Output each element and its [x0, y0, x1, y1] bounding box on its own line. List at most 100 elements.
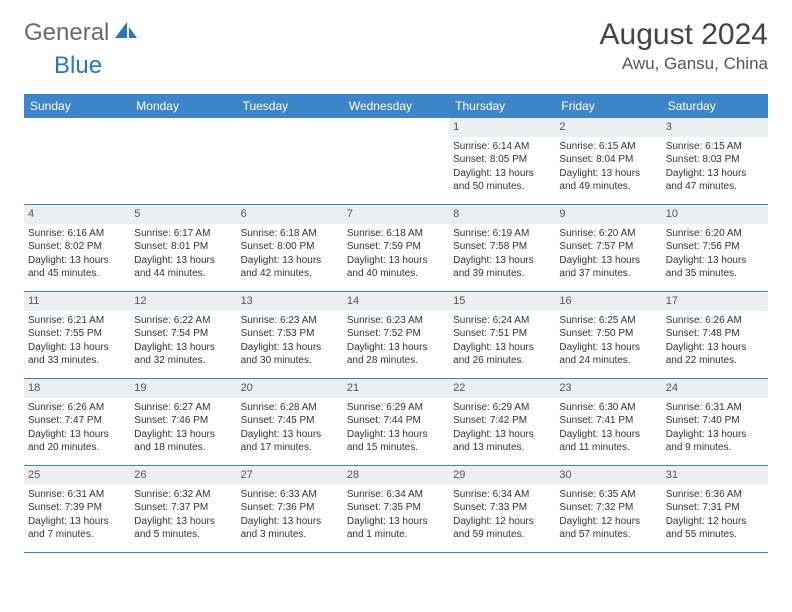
- calendar-cell: 3Sunrise: 6:15 AMSunset: 8:03 PMDaylight…: [662, 118, 768, 204]
- day-number: 8: [449, 205, 555, 224]
- daylight-text: Daylight: 13 hours and 7 minutes.: [28, 515, 126, 542]
- day-number: 28: [343, 466, 449, 485]
- daylight-text: Daylight: 13 hours and 37 minutes.: [559, 254, 657, 281]
- day-header: Monday: [130, 94, 236, 118]
- calendar-cell: [130, 118, 236, 204]
- sunset-text: Sunset: 8:00 PM: [241, 240, 339, 254]
- calendar-cell: 29Sunrise: 6:34 AMSunset: 7:33 PMDayligh…: [449, 466, 555, 552]
- calendar-cell: 10Sunrise: 6:20 AMSunset: 7:56 PMDayligh…: [662, 205, 768, 291]
- day-number: 10: [662, 205, 768, 224]
- calendar-body: 1Sunrise: 6:14 AMSunset: 8:05 PMDaylight…: [24, 118, 768, 553]
- daylight-text: Daylight: 13 hours and 32 minutes.: [134, 341, 232, 368]
- calendar-cell: 19Sunrise: 6:27 AMSunset: 7:46 PMDayligh…: [130, 379, 236, 465]
- sunrise-text: Sunrise: 6:19 AM: [453, 227, 551, 241]
- calendar-cell: 11Sunrise: 6:21 AMSunset: 7:55 PMDayligh…: [24, 292, 130, 378]
- sunset-text: Sunset: 7:35 PM: [347, 501, 445, 515]
- sunset-text: Sunset: 8:01 PM: [134, 240, 232, 254]
- sunset-text: Sunset: 7:33 PM: [453, 501, 551, 515]
- daylight-text: Daylight: 13 hours and 50 minutes.: [453, 167, 551, 194]
- daylight-text: Daylight: 13 hours and 39 minutes.: [453, 254, 551, 281]
- sunrise-text: Sunrise: 6:34 AM: [453, 488, 551, 502]
- sunrise-text: Sunrise: 6:22 AM: [134, 314, 232, 328]
- sunrise-text: Sunrise: 6:20 AM: [666, 227, 764, 241]
- day-header: Thursday: [449, 94, 555, 118]
- daylight-text: Daylight: 13 hours and 40 minutes.: [347, 254, 445, 281]
- daylight-text: Daylight: 13 hours and 15 minutes.: [347, 428, 445, 455]
- logo: General: [24, 18, 141, 47]
- sunset-text: Sunset: 7:37 PM: [134, 501, 232, 515]
- daylight-text: Daylight: 13 hours and 30 minutes.: [241, 341, 339, 368]
- sunrise-text: Sunrise: 6:15 AM: [559, 140, 657, 154]
- sunrise-text: Sunrise: 6:35 AM: [559, 488, 657, 502]
- sunrise-text: Sunrise: 6:16 AM: [28, 227, 126, 241]
- day-header: Sunday: [24, 94, 130, 118]
- calendar-cell: 28 Sunrise: 6:34 AMSunset: 7:35 PMDayligh…: [343, 466, 449, 552]
- calendar-cell: 17Sunrise: 6:26 AMSunset: 7:48 PMDayligh…: [662, 292, 768, 378]
- calendar-cell: 2Sunrise: 6:15 AMSunset: 8:04 PMDaylight…: [555, 118, 661, 204]
- calendar-week: 18 Sunrise: 6:26 AMSunset: 7:47 PM Dayligh…: [24, 379, 768, 466]
- day-number: 29: [449, 466, 555, 485]
- calendar-cell: 22Sunrise: 6:29 AMSunset: 7:42 PMDayligh…: [449, 379, 555, 465]
- sunset-text: Sunset: 7:44 PM: [347, 414, 445, 428]
- sunset-text: Sunset: 7:42 PM: [453, 414, 551, 428]
- daylight-text: Daylight: 13 hours and 44 minutes.: [134, 254, 232, 281]
- daylight-text: Daylight: 12 hours and 55 minutes.: [666, 515, 764, 542]
- daylight-text: Daylight: 13 hours and 42 minutes.: [241, 254, 339, 281]
- sunrise-text: Sunrise: 6:24 AM: [453, 314, 551, 328]
- sunrise-text: Sunrise: 6:15 AM: [666, 140, 764, 154]
- day-header-row: Sunday Monday Tuesday Wednesday Thursday…: [24, 94, 768, 118]
- calendar-cell: 30Sunrise: 6:35 AMSunset: 7:32 PMDayligh…: [555, 466, 661, 552]
- daylight-text: Daylight: 13 hours and 47 minutes.: [666, 167, 764, 194]
- calendar-cell: 25Sunrise: 6:31 AMSunset: 7:39 PMDayligh…: [24, 466, 130, 552]
- sunrise-text: Sunrise: 6:27 AM: [134, 401, 232, 415]
- logo-text-blue: Blue: [54, 52, 102, 80]
- calendar-cell: 5Sunrise: 6:17 AMSunset: 8:01 PMDaylight…: [130, 205, 236, 291]
- calendar-cell: 27Sunrise: 6:33 AMSunset: 7:36 PMDayligh…: [237, 466, 343, 552]
- sunrise-text: Sunrise: 6:26 AM: [666, 314, 764, 328]
- day-number: 6: [237, 205, 343, 224]
- calendar-cell: 8Sunrise: 6:19 AMSunset: 7:58 PMDaylight…: [449, 205, 555, 291]
- month-title: August 2024: [600, 18, 768, 52]
- calendar-cell: 24Sunrise: 6:31 AMSunset: 7:40 PMDayligh…: [662, 379, 768, 465]
- sunrise-text: Sunrise: 6:36 AM: [666, 488, 764, 502]
- day-number: 3: [662, 118, 768, 137]
- day-number: 21: [343, 379, 449, 398]
- calendar-cell: 16Sunrise: 6:25 AMSunset: 7:50 PMDayligh…: [555, 292, 661, 378]
- sunset-text: Sunset: 7:52 PM: [347, 327, 445, 341]
- calendar-week: 25Sunrise: 6:31 AMSunset: 7:39 PMDayligh…: [24, 466, 768, 553]
- day-header: Saturday: [662, 94, 768, 118]
- sunset-text: Sunset: 7:45 PM: [241, 414, 339, 428]
- sunrise-text: Sunrise: 6:21 AM: [28, 314, 126, 328]
- calendar-cell: 26Sunrise: 6:32 AMSunset: 7:37 PMDayligh…: [130, 466, 236, 552]
- day-number: 26: [130, 466, 236, 485]
- calendar-cell: 1Sunrise: 6:14 AMSunset: 8:05 PMDaylight…: [449, 118, 555, 204]
- sunrise-text: Sunrise: 6:20 AM: [559, 227, 657, 241]
- day-number: 22: [449, 379, 555, 398]
- day-header: Friday: [555, 94, 661, 118]
- daylight-text: Daylight: 13 hours and 24 minutes.: [559, 341, 657, 368]
- calendar-cell: 12Sunrise: 6:22 AMSunset: 7:54 PMDayligh…: [130, 292, 236, 378]
- daylight-text: Daylight: 13 hours and 18 minutes.: [134, 428, 232, 455]
- sunrise-text: Sunrise: 6:17 AM: [134, 227, 232, 241]
- sunrise-text: Sunrise: 6:25 AM: [559, 314, 657, 328]
- title-block: August 2024 Awu, Gansu, China: [600, 18, 768, 74]
- sunset-text: Sunset: 7:47 PM: [28, 414, 126, 428]
- daylight-text: Daylight: 12 hours and 57 minutes.: [559, 515, 657, 542]
- calendar-cell: 13Sunrise: 6:23 AMSunset: 7:53 PMDayligh…: [237, 292, 343, 378]
- sunrise-text: Sunrise: 6:34 AM: [347, 488, 445, 502]
- day-number: 15: [449, 292, 555, 311]
- daylight-text: Daylight: 13 hours and 1 minute.: [347, 515, 445, 542]
- calendar-cell: 7Sunrise: 6:18 AMSunset: 7:59 PMDaylight…: [343, 205, 449, 291]
- sunset-text: Sunset: 7:51 PM: [453, 327, 551, 341]
- calendar-cell: 15Sunrise: 6:24 AMSunset: 7:51 PMDayligh…: [449, 292, 555, 378]
- sunset-text: Sunset: 7:36 PM: [241, 501, 339, 515]
- daylight-text: Daylight: 13 hours and 11 minutes.: [559, 428, 657, 455]
- calendar-cell: 31Sunrise: 6:36 AMSunset: 7:31 PMDayligh…: [662, 466, 768, 552]
- sunrise-text: Sunrise: 6:29 AM: [453, 401, 551, 415]
- calendar-cell: 21Sunrise: 6:29 AMSunset: 7:44 PMDayligh…: [343, 379, 449, 465]
- day-number: 24: [662, 379, 768, 398]
- day-number: 16: [555, 292, 661, 311]
- daylight-text: Daylight: 13 hours and 28 minutes.: [347, 341, 445, 368]
- day-number: 18: [24, 379, 130, 398]
- sunrise-text: Sunrise: 6:26 AM: [28, 401, 126, 415]
